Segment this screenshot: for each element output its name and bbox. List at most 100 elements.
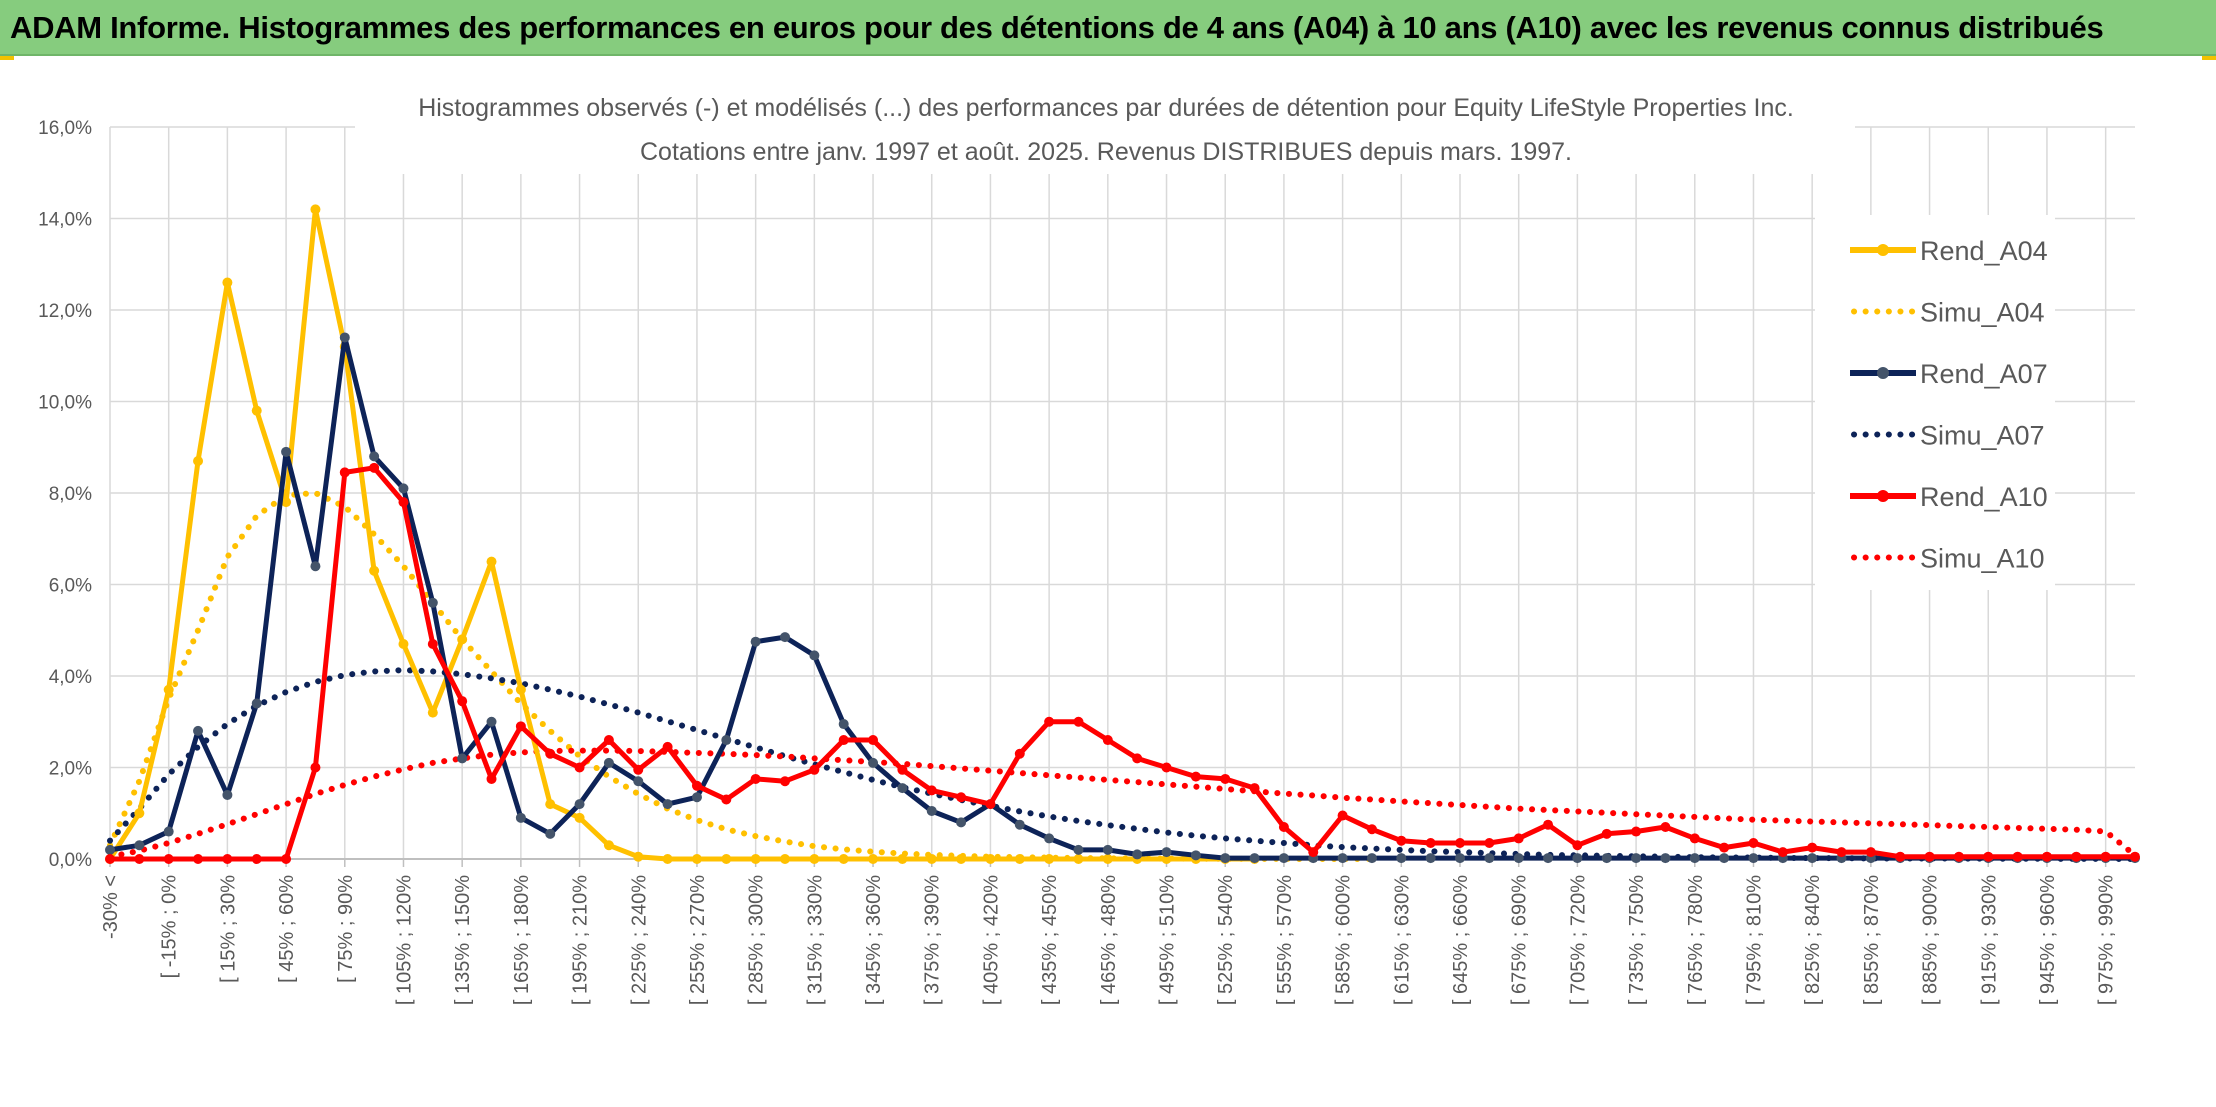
data-point-Rend_A10 xyxy=(1895,851,1906,862)
x-tick-label: [ 915% ; 930% xyxy=(1978,875,2000,1005)
data-point-Rend_A10 xyxy=(545,748,556,759)
chart-title: Histogrammes observés (-) et modélisés (… xyxy=(418,94,1794,122)
data-point-Rend_A04 xyxy=(427,707,438,718)
data-point-Rend_A07 xyxy=(1044,833,1055,844)
data-point-Rend_A10 xyxy=(721,794,732,805)
y-tick-label: 4,0% xyxy=(49,667,92,688)
x-tick-label: [ 75% ; 90% xyxy=(335,875,357,983)
data-point-Rend_A10 xyxy=(1161,762,1172,773)
data-point-Rend_A10 xyxy=(1924,851,1935,862)
data-point-Rend_A07 xyxy=(1220,853,1231,864)
data-point-Rend_A07 xyxy=(1455,853,1465,864)
data-point-Rend_A07 xyxy=(398,483,409,494)
legend: Rend_A04 Simu_A04 Rend_A07 Simu_A07 Rend_A10… xyxy=(1850,236,2048,574)
data-point-Rend_A07 xyxy=(780,632,790,643)
data-point-Rend_A10 xyxy=(926,785,937,796)
data-point-Rend_A04 xyxy=(809,854,820,864)
legend-label-Simu_A04: Simu_A04 xyxy=(1920,298,2045,328)
data-point-Rend_A07 xyxy=(1366,853,1377,864)
data-point-Rend_A04 xyxy=(163,684,174,695)
data-point-Rend_A07 xyxy=(662,799,673,810)
data-point-Rend_A10 xyxy=(1337,810,1348,821)
data-point-Rend_A10 xyxy=(1484,837,1495,848)
data-point-Rend_A10 xyxy=(1308,847,1319,858)
data-point-Rend_A10 xyxy=(515,721,526,732)
series-line-Simu_A07 xyxy=(107,667,2138,862)
gridlines xyxy=(109,126,2135,860)
data-point-Rend_A10 xyxy=(1719,842,1730,853)
legend-background xyxy=(1815,215,2055,590)
data-point-Rend_A10 xyxy=(1513,833,1524,844)
data-point-Rend_A10 xyxy=(603,735,614,746)
data-point-Rend_A07 xyxy=(251,698,262,709)
data-point-Rend_A07 xyxy=(1807,853,1818,864)
x-tick-label: [ 735% ; 750% xyxy=(1626,875,1648,1005)
data-point-Rend_A10 xyxy=(1278,821,1289,832)
data-point-Rend_A10 xyxy=(809,764,820,775)
data-point-Rend_A04 xyxy=(985,854,996,864)
data-point-Rend_A10 xyxy=(662,741,673,752)
data-point-Rend_A07 xyxy=(1660,853,1671,864)
x-tick-label: [ 585% ; 600% xyxy=(1333,875,1355,1005)
x-tick-label: [ 825% ; 840% xyxy=(1802,875,1824,1005)
data-point-Rend_A10 xyxy=(1044,716,1055,727)
data-point-Rend_A10 xyxy=(163,854,174,864)
data-point-Rend_A10 xyxy=(1601,828,1612,839)
data-point-Rend_A10 xyxy=(868,735,879,746)
x-tick-label: [ 105% ; 120% xyxy=(393,875,415,1005)
data-point-Rend_A07 xyxy=(1014,819,1025,830)
data-point-Rend_A10 xyxy=(985,799,996,810)
data-point-Rend_A07 xyxy=(105,844,115,855)
data-point-Rend_A04 xyxy=(515,684,526,695)
data-point-Rend_A07 xyxy=(868,757,879,768)
x-tick-label: [ 255% ; 270% xyxy=(687,875,709,1005)
data-point-Rend_A07 xyxy=(1543,853,1554,864)
x-tick-label: [ 15% ; 30% xyxy=(217,875,239,983)
data-point-Rend_A07 xyxy=(1278,853,1289,864)
data-point-Rend_A07 xyxy=(515,812,526,823)
data-point-Rend_A07 xyxy=(897,783,908,794)
y-tick-label: 0,0% xyxy=(49,850,92,871)
data-point-Rend_A04 xyxy=(545,799,556,810)
data-point-Rend_A10 xyxy=(1366,824,1377,835)
data-point-Rend_A10 xyxy=(369,462,380,473)
data-point-Rend_A10 xyxy=(780,776,790,787)
data-point-Rend_A04 xyxy=(574,812,585,823)
data-point-Rend_A10 xyxy=(838,735,849,746)
x-tick-label: [ 765% ; 780% xyxy=(1685,875,1707,1005)
data-point-Rend_A07 xyxy=(1631,853,1642,864)
data-point-Rend_A10 xyxy=(1073,716,1084,727)
x-tick-label: [ 165% ; 180% xyxy=(511,875,533,1005)
data-point-Rend_A07 xyxy=(1572,853,1583,864)
data-point-Rend_A07 xyxy=(691,792,702,803)
y-tick-label: 12,0% xyxy=(38,301,92,322)
data-point-Rend_A10 xyxy=(2071,851,2082,862)
x-tick-label: [ 975% ; 990% xyxy=(2096,875,2118,1005)
data-point-Rend_A10 xyxy=(1455,837,1465,848)
data-point-Rend_A10 xyxy=(1836,847,1847,858)
data-point-Rend_A10 xyxy=(398,497,409,508)
data-point-Rend_A07 xyxy=(193,725,204,736)
x-tick-label: [ 885% ; 900% xyxy=(1920,875,1942,1005)
data-point-Rend_A07 xyxy=(134,840,145,851)
data-point-Rend_A10 xyxy=(1425,837,1436,848)
y-tick-label: 8,0% xyxy=(49,484,92,505)
data-point-Rend_A07 xyxy=(1337,853,1348,864)
data-point-Rend_A04 xyxy=(691,854,702,864)
data-point-Rend_A04 xyxy=(926,854,937,864)
data-point-Rend_A04 xyxy=(838,854,849,864)
x-tick-label: [ 795% ; 810% xyxy=(1743,875,1765,1005)
data-point-Rend_A10 xyxy=(750,773,761,784)
data-point-Rend_A07 xyxy=(1190,850,1201,861)
data-point-Rend_A10 xyxy=(2100,851,2111,862)
data-point-Rend_A07 xyxy=(1513,853,1524,864)
data-point-Rend_A10 xyxy=(897,764,908,775)
data-point-Rend_A10 xyxy=(1132,753,1143,764)
x-tick-label: [ 945% ; 960% xyxy=(2037,875,2059,1005)
y-tick-label: 10,0% xyxy=(38,393,92,414)
data-point-Rend_A04 xyxy=(633,851,644,862)
data-point-Rend_A10 xyxy=(1777,847,1788,858)
data-point-Rend_A04 xyxy=(457,634,468,645)
legend-label-Rend_A07: Rend_A07 xyxy=(1920,359,2048,389)
data-point-Rend_A04 xyxy=(369,565,380,576)
